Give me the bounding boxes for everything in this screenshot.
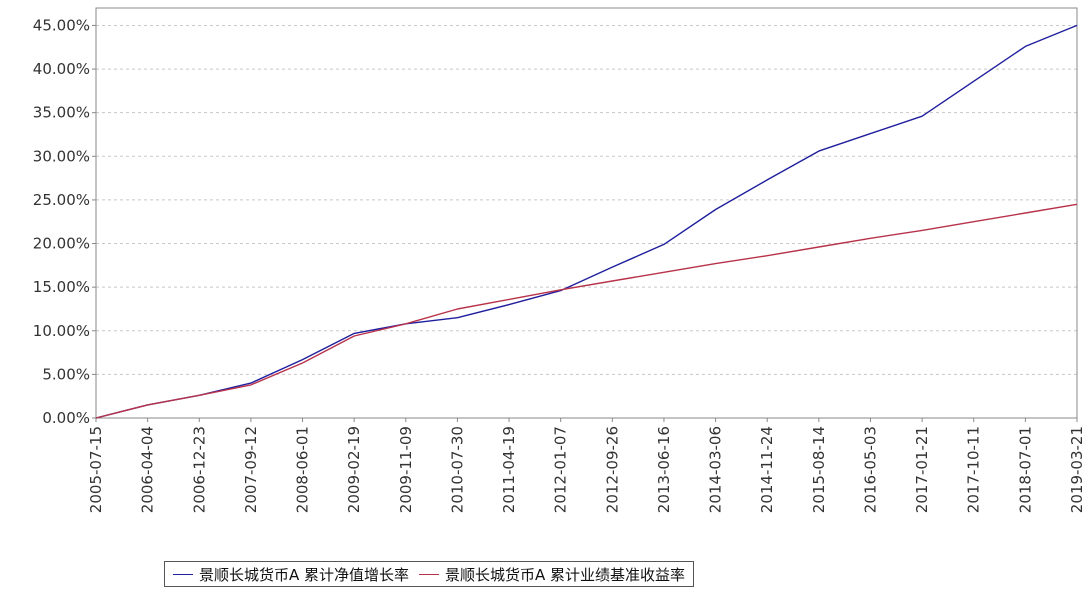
x-tick-label: 2008-06-01 xyxy=(294,426,312,513)
x-tick-label: 2007-09-12 xyxy=(242,426,260,513)
series-line-nav-growth xyxy=(95,24,1078,419)
legend-label-nav-growth: 景顺长城货币A 累计净值增长率 xyxy=(199,565,410,584)
legend-swatch-nav-growth xyxy=(173,573,193,575)
y-tick-label: 0.00% xyxy=(42,409,90,427)
x-tick-label: 2019-03-21 xyxy=(1068,426,1086,513)
y-tick-label: 35.00% xyxy=(33,104,90,122)
x-tick-label: 2013-06-16 xyxy=(655,426,673,513)
x-tick-label: 2012-09-26 xyxy=(603,426,621,513)
grid-layer xyxy=(96,24,1077,375)
x-tick-label: 2012-01-07 xyxy=(552,426,570,513)
y-tick-label: 40.00% xyxy=(33,60,90,78)
plot-frame xyxy=(95,7,1078,419)
legend-item-nav-growth: 景顺长城货币A 累计净值增长率 xyxy=(173,564,409,585)
y-tick-label: 25.00% xyxy=(33,191,90,209)
x-tick-label: 2005-07-15 xyxy=(87,426,105,513)
x-tick-label: 2006-12-23 xyxy=(190,426,208,513)
legend-swatch-benchmark xyxy=(419,573,440,575)
legend-label-benchmark: 景顺长城货币A 累计业绩基准收益率 xyxy=(445,565,686,584)
legend: 景顺长城货币A 累计净值增长率 景顺长城货币A 累计业绩基准收益率 xyxy=(164,561,695,587)
y-tick-label: 20.00% xyxy=(33,235,90,253)
x-tick-label: 2009-02-19 xyxy=(345,426,363,513)
legend-item-benchmark: 景顺长城货币A 累计业绩基准收益率 xyxy=(419,564,685,585)
series-layer xyxy=(95,24,1078,419)
x-tick-label: 2010-07-30 xyxy=(448,426,466,513)
y-tick-label: 30.00% xyxy=(33,147,90,165)
x-tick-label: 2017-01-21 xyxy=(913,426,931,513)
y-tick-label: 5.00% xyxy=(42,365,90,383)
x-tick-label: 2011-04-19 xyxy=(500,426,518,513)
x-tick-label: 2015-08-14 xyxy=(810,426,828,513)
y-tick-label: 10.00% xyxy=(33,322,90,340)
y-tick-label: 15.00% xyxy=(33,278,90,296)
x-tick-label: 2017-10-11 xyxy=(965,426,983,513)
x-tick-label: 2009-11-09 xyxy=(397,426,415,513)
x-tick-label: 2016-05-03 xyxy=(861,426,879,513)
x-tick-label: 2006-04-04 xyxy=(139,426,157,513)
x-tick-label: 2014-03-06 xyxy=(707,426,725,513)
y-axis: 0.00% 5.00% 10.00% 15.00% 20.00% 25.00% 30.00%… xyxy=(33,16,96,427)
y-tick-label: 45.00% xyxy=(33,16,90,34)
series-line-benchmark xyxy=(95,203,1078,419)
x-tick-label: 2018-07-01 xyxy=(1016,426,1034,513)
x-tick-label: 2014-11-24 xyxy=(758,426,776,513)
x-axis: 2005-07-15 2006-04-04 2006-12-23 2007-09-12… xyxy=(87,418,1086,513)
